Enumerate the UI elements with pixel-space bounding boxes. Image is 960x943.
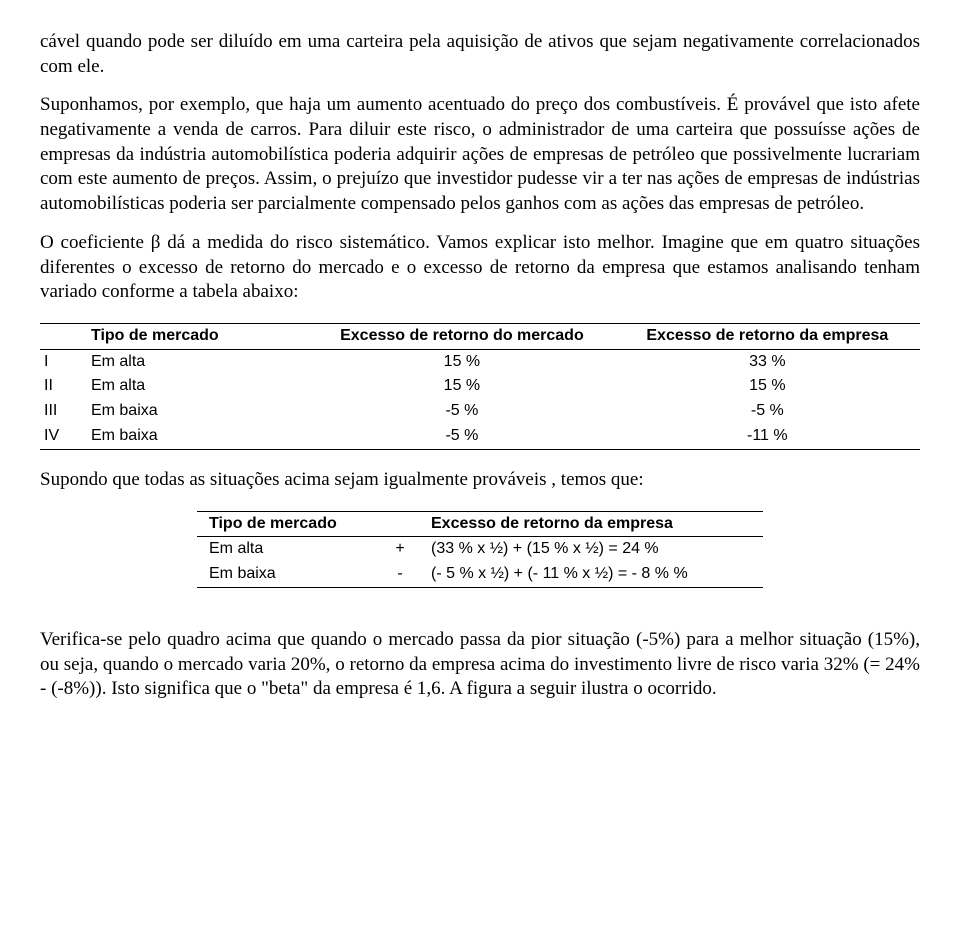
table-row: Em baixa - (- 5 % x ½) + (- 11 % x ½) = … [197,562,763,587]
table-row: IV Em baixa -5 % -11 % [40,424,920,449]
table-expected: Tipo de mercado Excesso de retorno da em… [197,511,763,588]
paragraph-2: Suponhamos, por exemplo, que haja um aum… [40,93,920,216]
cell-tipo: Em alta [77,349,309,374]
paragraph-4: Supondo que todas as situações acima sej… [40,468,920,493]
cell-idx: II [40,374,77,399]
cell-idx: I [40,349,77,374]
cell-calc: (- 5 % x ½) + (- 11 % x ½) = - 8 % % [419,562,763,587]
table-row: III Em baixa -5 % -5 % [40,399,920,424]
table-row: II Em alta 15 % 15 % [40,374,920,399]
table-header-tipo: Tipo de mercado [197,511,381,537]
cell-calc: (33 % x ½) + (15 % x ½) = 24 % [419,537,763,562]
cell-tipo: Em baixa [197,562,381,587]
table-header-empresa: Excesso de retorno da empresa [419,511,763,537]
cell-tipo: Em baixa [77,399,309,424]
cell-mercado: -5 % [309,399,614,424]
table-header-empresa: Excesso de retorno da empresa [615,323,920,349]
cell-idx: IV [40,424,77,449]
cell-mercado: 15 % [309,374,614,399]
table-scenarios: Tipo de mercado Excesso de retorno do me… [40,323,920,450]
cell-tipo: Em baixa [77,424,309,449]
cell-empresa: -5 % [615,399,920,424]
cell-tipo: Em alta [197,537,381,562]
table-header-tipo: Tipo de mercado [77,323,309,349]
cell-sign: - [381,562,419,587]
paragraph-3: O coeficiente β dá a medida do risco sis… [40,231,920,305]
cell-idx: III [40,399,77,424]
cell-mercado: 15 % [309,349,614,374]
table-header-blank [40,323,77,349]
paragraph-1: cável quando pode ser diluído em uma car… [40,30,920,79]
cell-empresa: -11 % [615,424,920,449]
cell-empresa: 33 % [615,349,920,374]
paragraph-5: Verifica-se pelo quadro acima que quando… [40,628,920,702]
cell-mercado: -5 % [309,424,614,449]
table-row: I Em alta 15 % 33 % [40,349,920,374]
cell-sign: + [381,537,419,562]
cell-empresa: 15 % [615,374,920,399]
table-header-blank [381,511,419,537]
table-header-mercado: Excesso de retorno do mercado [309,323,614,349]
table-row: Em alta + (33 % x ½) + (15 % x ½) = 24 % [197,537,763,562]
cell-tipo: Em alta [77,374,309,399]
